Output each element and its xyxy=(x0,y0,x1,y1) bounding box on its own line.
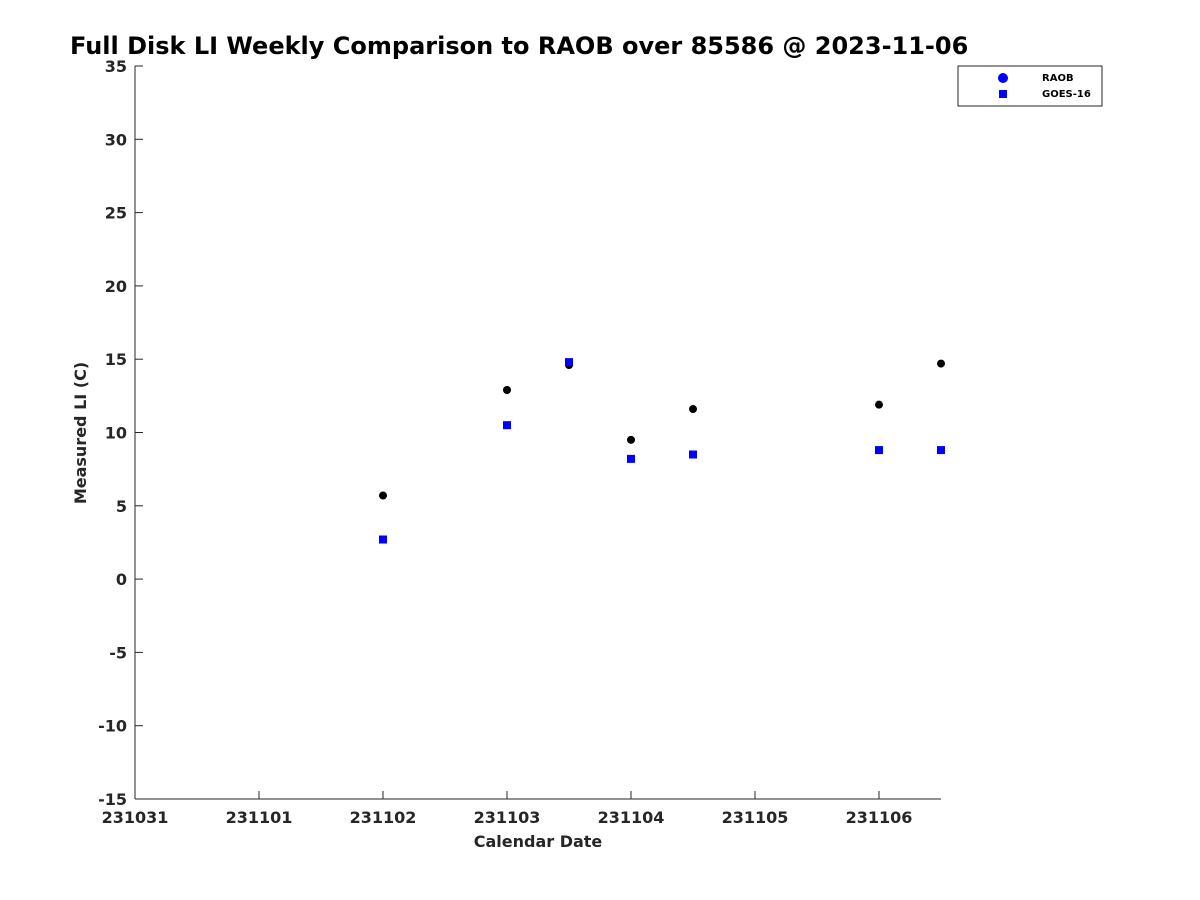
x-tick-label: 231101 xyxy=(226,808,293,827)
x-tick-label: 231102 xyxy=(350,808,417,827)
legend-label-goes-16: GOES-16 xyxy=(1042,89,1091,100)
y-tick-label: 30 xyxy=(105,130,127,149)
x-tick-label: 231105 xyxy=(722,808,789,827)
y-tick-label: 0 xyxy=(116,570,127,589)
raob-point xyxy=(689,405,697,414)
goes-16-point xyxy=(627,454,635,463)
goes-16-point xyxy=(689,450,697,459)
y-tick-label: 10 xyxy=(105,424,127,443)
axes xyxy=(134,66,941,800)
goes-16-point xyxy=(503,421,511,430)
goes-16-point xyxy=(379,535,387,544)
raob-point xyxy=(627,435,635,444)
y-tick-label: 15 xyxy=(105,350,127,369)
y-axis-label: Measured LI (C) xyxy=(71,362,90,504)
legend-label-raob: RAOB xyxy=(1042,73,1074,84)
x-tick-label: 231103 xyxy=(474,808,541,827)
y-tick-label: 25 xyxy=(105,204,127,223)
x-ticks: 231031 231101 231102 231103 231104 231105 2311… xyxy=(102,791,913,827)
raob-point xyxy=(503,385,511,394)
y-ticks: -15 -10 -5 0 5 10 15 20 25 30 35 xyxy=(98,57,143,809)
legend-marker-raob xyxy=(998,73,1008,83)
raob-point xyxy=(875,400,883,409)
y-tick-label: 20 xyxy=(105,277,127,296)
x-tick-label: 231106 xyxy=(846,808,913,827)
raob-point xyxy=(379,491,387,500)
goes-16-point xyxy=(565,358,573,367)
x-tick-label: 231031 xyxy=(102,808,169,827)
y-tick-label: -5 xyxy=(109,643,127,662)
y-tick-label: 5 xyxy=(116,497,127,516)
x-axis-label: Calendar Date xyxy=(474,832,603,851)
y-tick-label: 35 xyxy=(105,57,127,76)
legend: RAOB GOES-16 xyxy=(957,65,1103,107)
legend-marker-goes-16 xyxy=(999,90,1007,98)
goes-16-point xyxy=(875,446,883,455)
raob-point xyxy=(937,359,945,368)
x-tick-label: 231104 xyxy=(598,808,665,827)
data-points xyxy=(379,358,945,544)
chart-title: Full Disk LI Weekly Comparison to RAOB o… xyxy=(70,32,968,60)
y-tick-label: -10 xyxy=(98,717,127,736)
legend-box xyxy=(957,65,1103,107)
goes-16-point xyxy=(937,446,945,455)
y-tick-label: -15 xyxy=(98,790,127,809)
